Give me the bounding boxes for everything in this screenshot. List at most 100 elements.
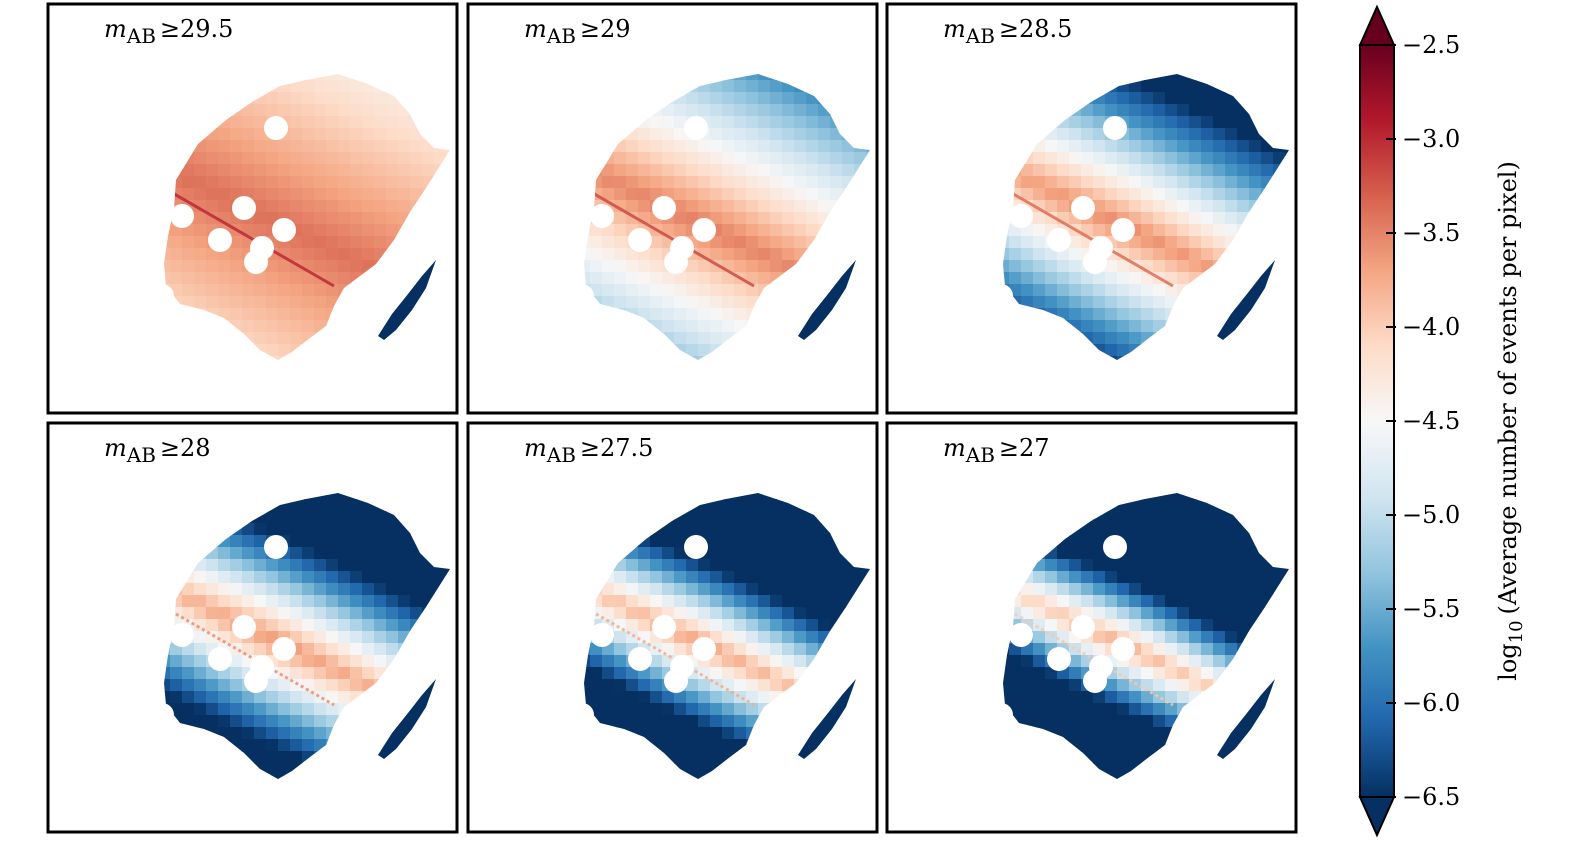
heatmap-cell	[314, 248, 327, 261]
heatmap-cell	[1093, 284, 1106, 297]
heatmap-cell	[1141, 667, 1154, 680]
heatmap-cell	[1069, 164, 1082, 177]
heatmap-cell	[794, 619, 807, 632]
heatmap-cell	[1225, 128, 1238, 141]
heatmap-cell	[806, 631, 819, 644]
heatmap-cell	[674, 152, 687, 165]
heatmap-cell	[350, 260, 363, 273]
heatmap-cell	[1225, 116, 1238, 129]
masked-hole	[150, 703, 174, 727]
heatmap-cell	[1249, 176, 1262, 189]
heatmap-cell	[722, 176, 735, 189]
heatmap-cell	[650, 727, 663, 740]
heatmap-cell	[1045, 607, 1058, 620]
heatmap-cell	[590, 260, 603, 273]
heatmap-cell	[674, 535, 687, 548]
heatmap-cell	[1165, 703, 1178, 716]
heatmap-cell	[302, 308, 315, 321]
heatmap-cell	[1213, 116, 1226, 129]
heatmap-cell	[338, 212, 351, 225]
masked-hole	[1047, 228, 1071, 252]
heatmap-cell	[1165, 547, 1178, 560]
heatmap-cell	[266, 679, 279, 692]
streak	[584, 178, 755, 288]
heatmap-cell	[1009, 272, 1022, 285]
heatmap-cell	[326, 571, 339, 584]
heatmap-cell	[278, 739, 291, 752]
heatmap-cell	[1165, 260, 1178, 273]
heatmap-cell	[794, 655, 807, 668]
heatmap-cell	[1141, 200, 1154, 213]
heatmap-cell	[626, 679, 639, 692]
heatmap-cell	[794, 128, 807, 141]
heatmap-cell	[1129, 176, 1142, 189]
heatmap-cell	[182, 164, 195, 177]
heatmap-cell	[242, 547, 255, 560]
heatmap-cell	[1105, 703, 1118, 716]
heatmap-cell	[686, 344, 699, 357]
heatmap-cell	[698, 284, 711, 297]
heatmap-cell	[350, 583, 363, 596]
heatmap-cell	[734, 535, 747, 548]
heatmap-cell	[1081, 559, 1094, 572]
heatmap-cell	[722, 272, 735, 285]
heatmap-cell	[1129, 619, 1142, 632]
heatmap-cell	[254, 583, 267, 596]
heatmap-cell	[1045, 583, 1058, 596]
heatmap-cell	[1201, 631, 1214, 644]
colorbar-tick-label: −6.0	[1402, 689, 1460, 717]
heatmap-cell	[182, 188, 195, 201]
heatmap-cell	[1129, 751, 1142, 764]
heatmap-cell	[1201, 655, 1214, 668]
heatmap-cell	[1105, 727, 1118, 740]
heatmap-cell	[1225, 619, 1238, 632]
heatmap-cell	[374, 200, 387, 213]
heatmap-cell	[758, 248, 771, 261]
heatmap-cell	[734, 607, 747, 620]
heatmap-cell	[398, 559, 411, 572]
heatmap-cell	[1165, 272, 1178, 285]
heatmap-cell	[242, 583, 255, 596]
heatmap-cell	[1093, 272, 1106, 285]
heatmap-cell	[662, 272, 675, 285]
heatmap-cell	[242, 116, 255, 129]
heatmap-cell	[290, 751, 303, 764]
heatmap-cell	[698, 140, 711, 153]
heatmap-cell	[386, 607, 399, 620]
heatmap-cell	[362, 667, 375, 680]
heatmap-cell	[374, 523, 387, 536]
heatmap-cell	[290, 511, 303, 524]
heatmap-cell	[362, 236, 375, 249]
heatmap-cell	[1189, 619, 1202, 632]
heatmap-cell	[398, 176, 411, 189]
lens-feature	[1217, 260, 1275, 340]
heatmap-cell	[1129, 140, 1142, 153]
heatmap-cell	[1093, 308, 1106, 321]
heatmap-cell	[806, 619, 819, 632]
lens-feature	[378, 679, 436, 759]
heatmap-cell	[758, 595, 771, 608]
heatmap-cell	[1081, 116, 1094, 129]
heatmap-cell	[386, 523, 399, 536]
heatmap-cell	[818, 116, 831, 129]
heatmap-cell	[290, 128, 303, 141]
heatmap-cell	[662, 715, 675, 728]
masked-hole	[1083, 669, 1107, 693]
heatmap-cell	[782, 152, 795, 165]
heatmap-cell	[734, 619, 747, 632]
heatmap-cell	[686, 511, 699, 524]
heatmap-cell	[806, 224, 819, 237]
heatmap-cell	[710, 727, 723, 740]
heatmap-cell	[722, 535, 735, 548]
heatmap-cell	[314, 284, 327, 297]
heatmap-cell	[1129, 523, 1142, 536]
heatmap-cell	[362, 595, 375, 608]
heatmap-cell	[1153, 607, 1166, 620]
heatmap-cell	[1177, 176, 1190, 189]
heatmap-cell	[818, 200, 831, 213]
heatmap-cell	[626, 152, 639, 165]
heatmap-cell	[746, 74, 759, 81]
heatmap-cell	[314, 535, 327, 548]
heatmap-cell	[278, 571, 291, 584]
heatmap-cell	[674, 523, 687, 536]
